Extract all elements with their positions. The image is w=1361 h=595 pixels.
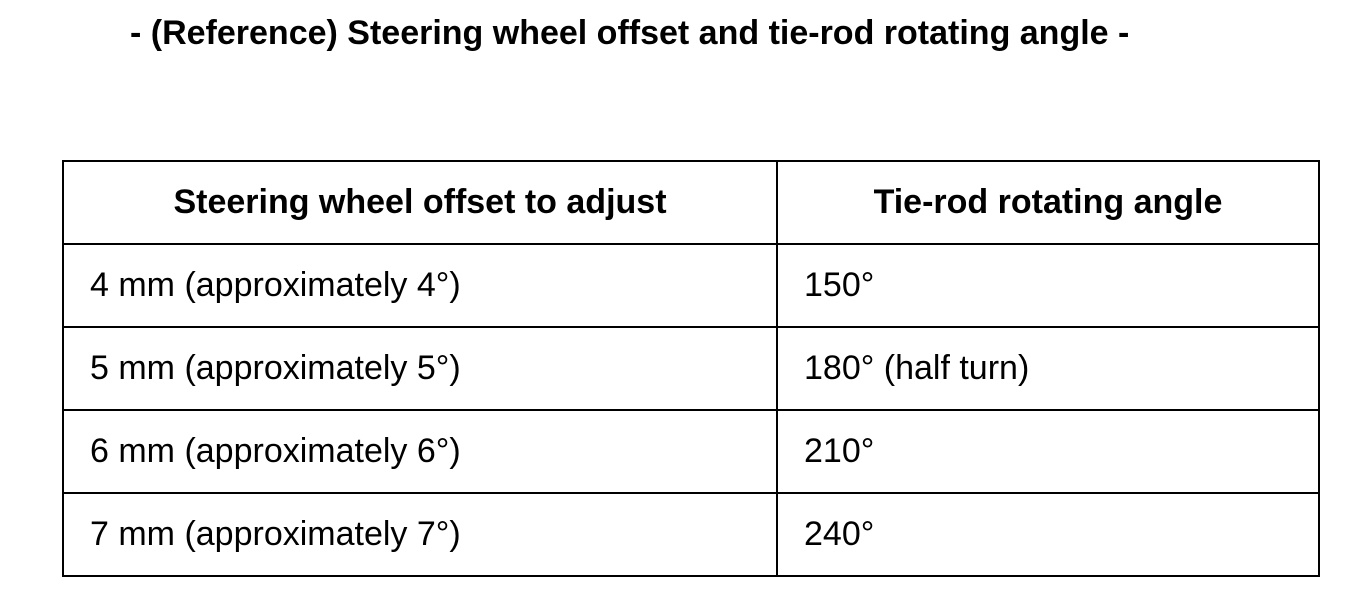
- table-cell: 4 mm (approximately 4°): [62, 243, 778, 328]
- table-row: 6 mm (approximately 6°) 210°: [62, 409, 1320, 494]
- table-row: 7 mm (approximately 7°) 240°: [62, 492, 1320, 577]
- page-title: - (Reference) Steering wheel offset and …: [130, 14, 1130, 52]
- column-header: Steering wheel offset to adjust: [62, 160, 778, 245]
- reference-table: Steering wheel offset to adjust Tie-rod …: [62, 160, 1320, 577]
- table-cell: 5 mm (approximately 5°): [62, 326, 778, 411]
- table-cell: 210°: [776, 409, 1320, 494]
- table-cell: 6 mm (approximately 6°): [62, 409, 778, 494]
- table-row: 4 mm (approximately 4°) 150°: [62, 243, 1320, 328]
- table-cell: 150°: [776, 243, 1320, 328]
- table-row: 5 mm (approximately 5°) 180° (half turn): [62, 326, 1320, 411]
- table-cell: 7 mm (approximately 7°): [62, 492, 778, 577]
- table-cell: 240°: [776, 492, 1320, 577]
- table-cell: 180° (half turn): [776, 326, 1320, 411]
- table-header-row: Steering wheel offset to adjust Tie-rod …: [62, 160, 1320, 245]
- column-header: Tie-rod rotating angle: [776, 160, 1320, 245]
